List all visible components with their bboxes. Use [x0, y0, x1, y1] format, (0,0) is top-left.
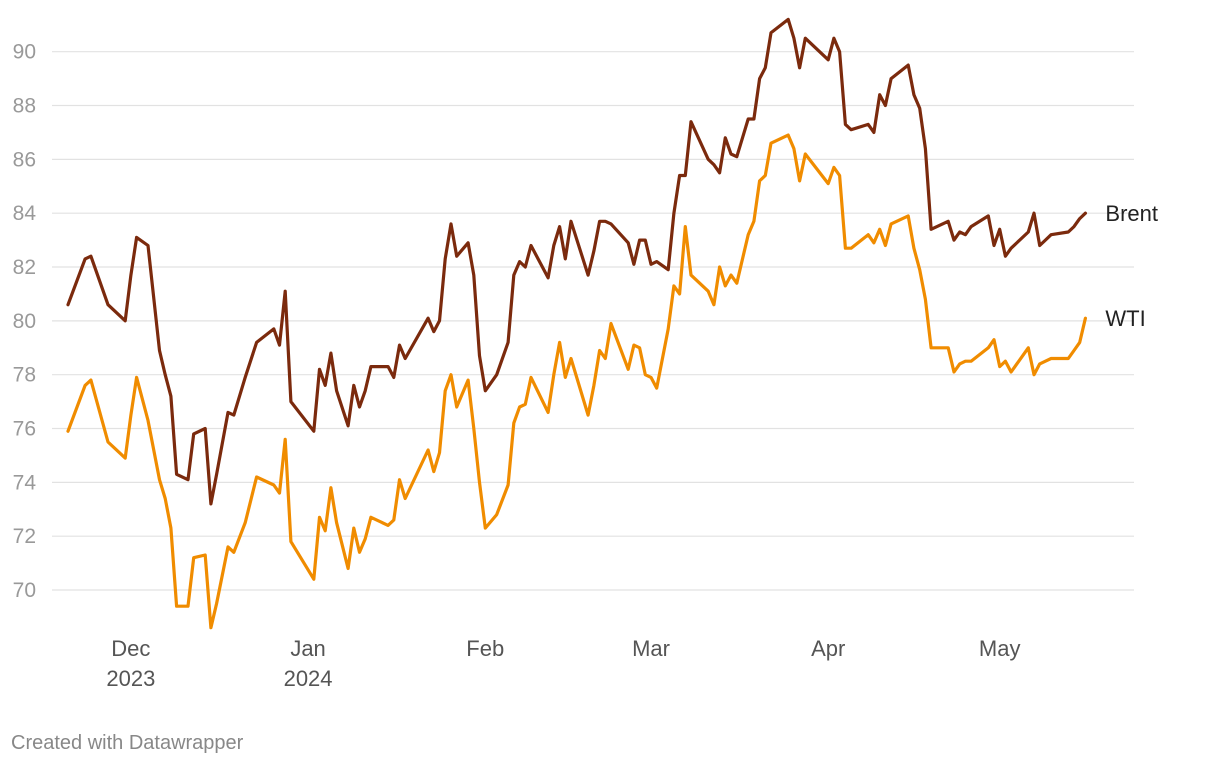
x-tick-year-2024: 2024	[284, 666, 333, 691]
series-line-wti	[66, 133, 1087, 630]
series-labels: Brent WTI	[1105, 201, 1158, 331]
y-tick-label-86: 86	[13, 148, 36, 171]
y-tick-label-84: 84	[13, 202, 37, 225]
y-tick-label-74: 74	[13, 471, 37, 494]
x-tick-label-mar: Mar	[632, 636, 670, 661]
x-tick-label-feb: Feb	[466, 636, 504, 661]
x-tick-label-jan: Jan	[290, 636, 325, 661]
series-label-brent: Brent	[1105, 201, 1158, 226]
y-tick-label-78: 78	[13, 364, 36, 387]
series-lines	[66, 17, 1087, 630]
x-axis-tick-labels: Dec 2023 Jan 2024 Feb Mar Apr May	[106, 636, 1020, 691]
gridlines	[52, 51, 1134, 591]
y-tick-label-72: 72	[13, 525, 36, 548]
y-tick-label-80: 80	[13, 310, 36, 333]
series-label-wti: WTI	[1105, 306, 1145, 331]
x-tick-label-dec: Dec	[111, 636, 150, 661]
series-line-brent	[66, 17, 1087, 506]
y-tick-label-90: 90	[13, 41, 36, 64]
y-tick-label-70: 70	[13, 579, 36, 602]
x-tick-year-2023: 2023	[106, 666, 155, 691]
credit-text: Created with Datawrapper	[11, 732, 244, 754]
y-axis-tick-labels: 70 72 74 76 78 80 82 84 86 88 90	[13, 41, 37, 602]
x-tick-label-apr: Apr	[811, 636, 845, 661]
y-tick-label-76: 76	[13, 418, 36, 441]
y-tick-label-88: 88	[13, 95, 36, 118]
x-tick-label-may: May	[979, 636, 1021, 661]
y-tick-label-82: 82	[13, 256, 36, 279]
